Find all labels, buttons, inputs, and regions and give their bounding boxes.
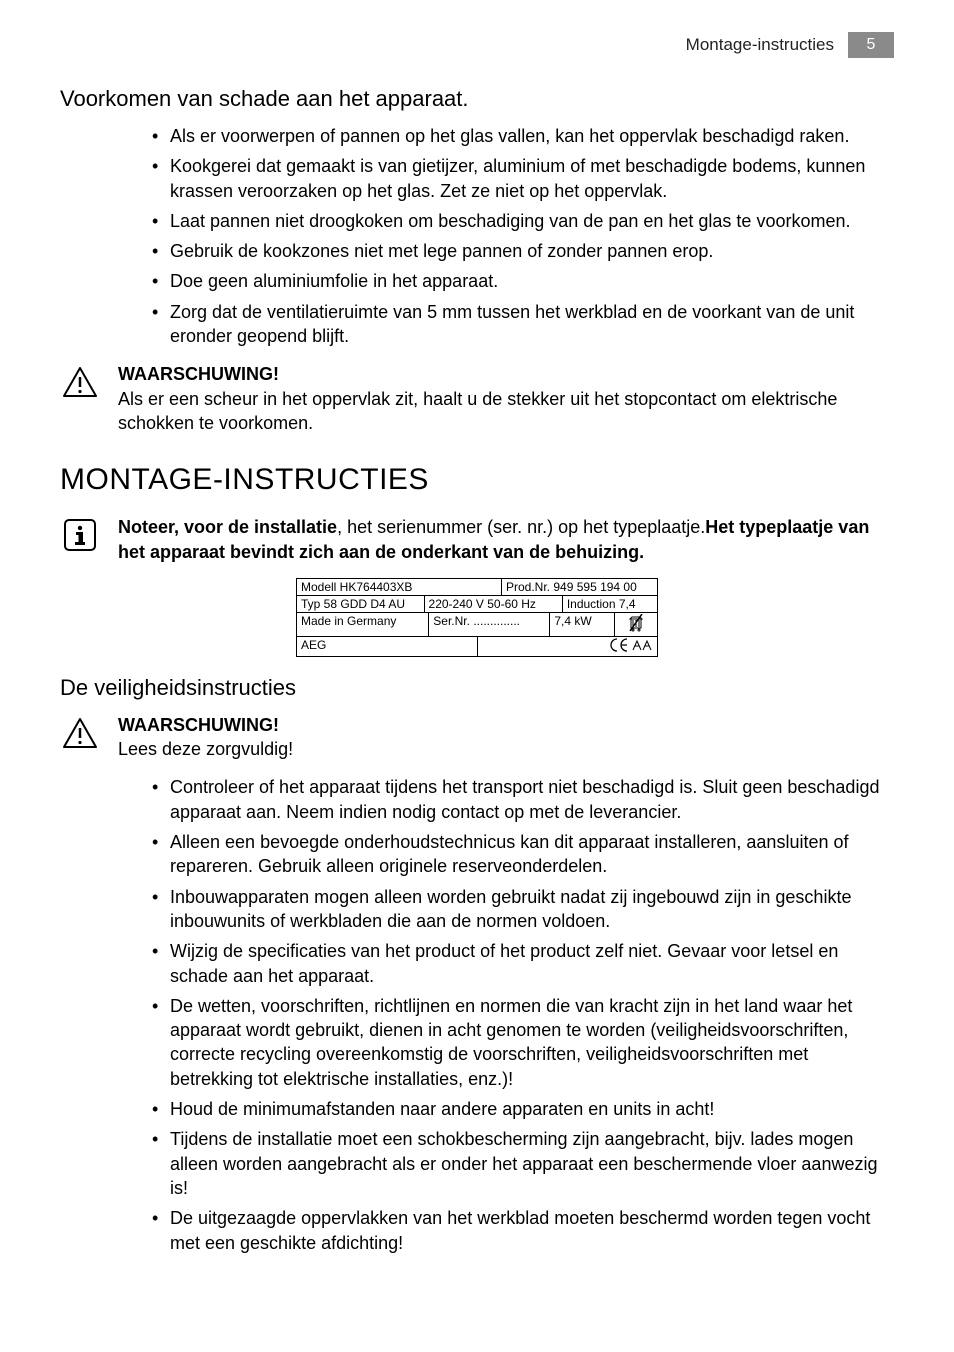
info-typeplate-body: Noteer, voor de installatie, het serienu…: [118, 515, 894, 564]
ce-mark: [478, 637, 658, 656]
list-item: Houd de minimumafstanden naar andere app…: [152, 1097, 894, 1121]
warning-safety-body: WAARSCHUWING! Lees deze zorgvuldig!: [118, 713, 894, 762]
typeplate-prodnr: Prod.Nr. 949 595 194 00: [502, 579, 657, 595]
typeplate-madein: Made in Germany: [297, 613, 429, 636]
warning-safety: WAARSCHUWING! Lees deze zorgvuldig!: [60, 713, 894, 762]
safety-list: Controleer of het apparaat tijdens het t…: [60, 775, 894, 1254]
section-damage-title: Voorkomen van schade aan het apparaat.: [60, 86, 894, 112]
info-icon: [60, 515, 100, 555]
warning-icon: [60, 362, 100, 402]
warning-crack: WAARSCHUWING! Als er een scheur in het o…: [60, 362, 894, 435]
damage-list: Als er voorwerpen of pannen op het glas …: [60, 124, 894, 348]
list-item: Doe geen aluminiumfolie in het apparaat.: [152, 269, 894, 293]
list-item: Zorg dat de ventilatieruimte van 5 mm tu…: [152, 300, 894, 349]
warning-heading: WAARSCHUWING!: [118, 715, 279, 735]
typeplate-figure: Modell HK764403XB Prod.Nr. 949 595 194 0…: [60, 578, 894, 657]
list-item: De wetten, voorschriften, richtlijnen en…: [152, 994, 894, 1091]
list-item: De uitgezaagde oppervlakken van het werk…: [152, 1206, 894, 1255]
list-item: Laat pannen niet droogkoken om beschadig…: [152, 209, 894, 233]
warning-heading: WAARSCHUWING!: [118, 364, 279, 384]
info-lead-rest: , het serienummer (ser. nr.) op het type…: [337, 517, 705, 537]
typeplate-sernr: Ser.Nr. ..............: [429, 613, 550, 636]
info-typeplate: Noteer, voor de installatie, het serienu…: [60, 515, 894, 564]
warning-icon: [60, 713, 100, 753]
typeplate-voltage: 220-240 V 50-60 Hz: [425, 596, 563, 612]
list-item: Wijzig de specificaties van het product …: [152, 939, 894, 988]
warning-text: Als er een scheur in het oppervlak zit, …: [118, 389, 837, 433]
typeplate-induction: Induction 7,4: [563, 596, 657, 612]
breadcrumb: Montage-instructies: [686, 35, 834, 55]
page-number: 5: [848, 32, 894, 58]
page: Montage-instructies 5 Voorkomen van scha…: [0, 0, 954, 1309]
warning-text: Lees deze zorgvuldig!: [118, 739, 293, 759]
typeplate: Modell HK764403XB Prod.Nr. 949 595 194 0…: [296, 578, 658, 657]
prodnr-label: Prod.Nr.: [506, 580, 550, 594]
section-safety-title: De veiligheidsinstructies: [60, 675, 894, 701]
typeplate-power: 7,4 kW: [550, 613, 615, 636]
page-header: Montage-instructies 5: [60, 32, 894, 58]
info-lead-bold: Noteer, voor de installatie: [118, 517, 337, 537]
list-item: Gebruik de kookzones niet met lege panne…: [152, 239, 894, 263]
warning-crack-body: WAARSCHUWING! Als er een scheur in het o…: [118, 362, 894, 435]
list-item: Controleer of het apparaat tijdens het t…: [152, 775, 894, 824]
weee-icon: [615, 613, 657, 636]
sernr-label: Ser.Nr.: [433, 614, 470, 628]
list-item: Alleen een bevoegde onderhoudstechnicus …: [152, 830, 894, 879]
typeplate-brand: AEG: [297, 637, 478, 656]
list-item: Als er voorwerpen of pannen op het glas …: [152, 124, 894, 148]
list-item: Kookgerei dat gemaakt is van gietijzer, …: [152, 154, 894, 203]
main-title: MONTAGE-INSTRUCTIES: [60, 463, 894, 497]
sernr-dots: ..............: [473, 614, 520, 628]
prodnr-value: 949 595 194 00: [553, 580, 636, 594]
list-item: Tijdens de installatie moet een schokbes…: [152, 1127, 894, 1200]
typeplate-model: Modell HK764403XB: [297, 579, 502, 595]
typeplate-typ: Typ 58 GDD D4 AU: [297, 596, 425, 612]
list-item: Inbouwapparaten mogen alleen worden gebr…: [152, 885, 894, 934]
